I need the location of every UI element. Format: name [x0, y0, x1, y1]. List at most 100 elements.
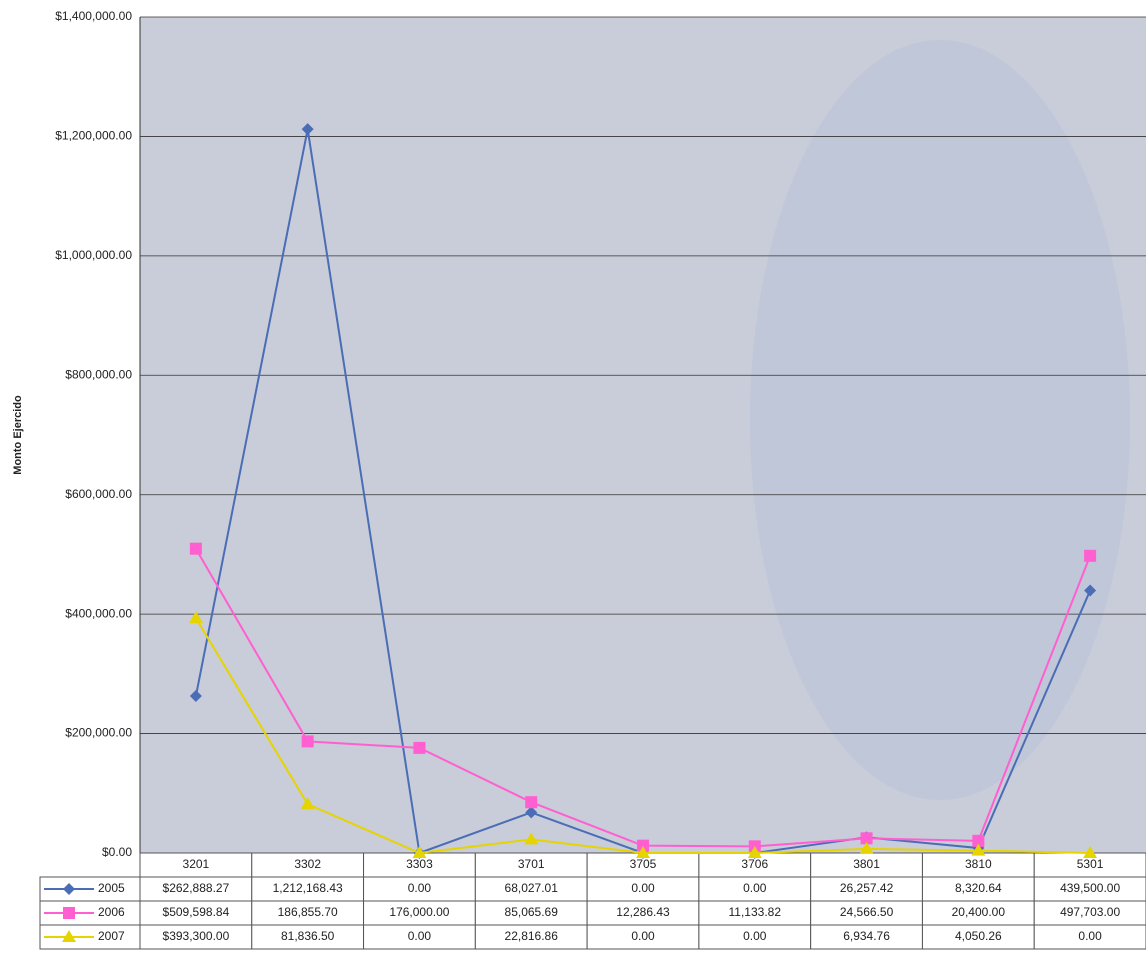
y-tick-label: $600,000.00 [65, 487, 132, 501]
table-value: 186,855.70 [278, 905, 338, 919]
table-value: 81,836.50 [281, 929, 335, 943]
marker [637, 839, 649, 852]
y-axis-label: Monto Ejercido [12, 395, 24, 475]
marker [524, 832, 539, 845]
x-tick-label: 3701 [518, 857, 545, 871]
table-cell [474, 876, 588, 902]
table-cell [363, 876, 476, 902]
table-cell [474, 852, 588, 878]
table-cell [251, 852, 365, 878]
table-value: $509,598.84 [163, 905, 230, 919]
legend-marker [63, 907, 75, 919]
table-cell [363, 900, 476, 926]
marker [1084, 549, 1097, 562]
table-value: 439,500.00 [1060, 881, 1120, 895]
marker [972, 834, 985, 847]
table-value: 0.00 [1078, 929, 1102, 943]
table-value: 24,566.50 [840, 905, 894, 919]
table-cell [251, 876, 365, 902]
marker [525, 806, 538, 819]
table-cell [698, 876, 812, 902]
marker [971, 843, 986, 856]
y-tick-label: $1,000,000.00 [55, 248, 132, 262]
table-value: 8,320.64 [955, 881, 1002, 895]
table-value: 68,027.01 [505, 881, 559, 895]
legend-marker [62, 930, 76, 942]
table-cell [810, 900, 923, 926]
table-cell [810, 924, 923, 950]
table-cell [474, 924, 588, 950]
x-tick-label: 3303 [406, 857, 433, 871]
table-cell [698, 924, 812, 950]
table-cell [1033, 924, 1146, 950]
marker [747, 846, 762, 858]
table-value: 497,703.00 [1060, 905, 1120, 919]
table-cell [139, 900, 253, 926]
table-cell [586, 900, 700, 926]
y-tick-label: $800,000.00 [65, 367, 132, 381]
x-tick-label: 5301 [1077, 857, 1104, 871]
table-value: 0.00 [631, 929, 655, 943]
x-tick-label: 3801 [853, 857, 880, 871]
marker [1084, 584, 1097, 597]
table-cell [1033, 900, 1146, 926]
x-tick-label: 3302 [294, 857, 321, 871]
table-cell [363, 924, 476, 950]
table-cell [810, 876, 923, 902]
table-value: 4,050.26 [955, 929, 1002, 943]
legend-label: 2006 [98, 905, 125, 919]
table-value: 0.00 [743, 929, 767, 943]
marker [525, 796, 538, 809]
table-cell [1033, 876, 1146, 902]
legend-label: 2007 [98, 929, 125, 943]
y-tick-label: $200,000.00 [65, 726, 132, 740]
marker [301, 735, 314, 748]
table-cell [139, 876, 253, 902]
x-tick-label: 3201 [183, 857, 210, 871]
marker [860, 832, 873, 845]
table-value: 85,065.69 [505, 905, 559, 919]
table-value: 176,000.00 [389, 905, 449, 919]
table-value: 26,257.42 [840, 881, 894, 895]
table-value: 22,816.86 [505, 929, 559, 943]
marker [300, 797, 315, 810]
table-value: 0.00 [408, 881, 432, 895]
y-tick-label: $1,200,000.00 [55, 129, 132, 143]
marker [412, 846, 427, 858]
x-tick-label: 3705 [630, 857, 657, 871]
x-tick-label: 3810 [965, 857, 992, 871]
marker [189, 690, 202, 703]
marker [413, 741, 426, 754]
marker [859, 841, 874, 854]
table-value: 0.00 [631, 881, 655, 895]
legend-label: 2005 [98, 881, 125, 895]
marker [1083, 846, 1098, 858]
table-value: 12,286.43 [616, 905, 670, 919]
table-value: $393,300.00 [163, 929, 230, 943]
table-value: 0.00 [408, 929, 432, 943]
table-cell [251, 924, 365, 950]
table-value: 11,133.82 [729, 905, 782, 919]
table-cell [139, 924, 253, 950]
table-cell [810, 852, 923, 878]
table-cell [698, 900, 812, 926]
table-value: 1,212,168.43 [273, 881, 343, 895]
marker [636, 846, 650, 858]
y-tick-label: $400,000.00 [65, 606, 132, 620]
marker [189, 542, 202, 555]
marker [188, 611, 203, 624]
y-tick-label: $1,400,000.00 [55, 9, 132, 23]
table-cell [139, 852, 253, 878]
x-tick-label: 3706 [741, 857, 768, 871]
table-cell [586, 924, 700, 950]
watermark [750, 40, 1130, 800]
legend-marker [63, 883, 75, 895]
table-value: 20,400.00 [952, 905, 1006, 919]
table-value: 6,934.76 [843, 929, 890, 943]
y-tick-label: $0.00 [102, 845, 132, 859]
table-value: $262,888.27 [163, 881, 230, 895]
table-value: 0.00 [743, 881, 767, 895]
marker [301, 123, 314, 136]
table-cell [921, 924, 1035, 950]
